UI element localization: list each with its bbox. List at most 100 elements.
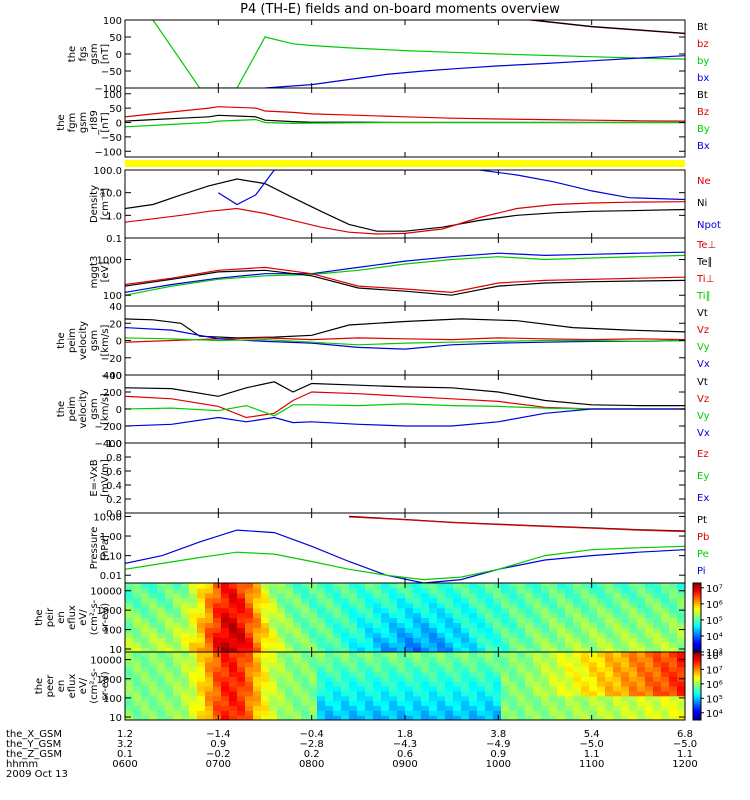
heatmap-cell — [573, 676, 582, 682]
heatmap-cell — [525, 666, 534, 673]
heatmap-cell — [613, 617, 622, 624]
heatmap-cell — [149, 710, 158, 716]
colorbar-cell — [693, 717, 701, 721]
heatmap-cell — [493, 700, 502, 707]
heatmap-cell — [181, 695, 190, 702]
x-row-value: 1.2 — [117, 729, 133, 740]
heatmap-cell — [309, 695, 318, 702]
heatmap-cell — [677, 617, 685, 624]
heatmap-cell — [213, 666, 222, 673]
heatmap-cell — [333, 710, 342, 716]
heatmap-cell — [621, 602, 630, 609]
heatmap-cell — [653, 592, 662, 599]
heatmap-cell — [149, 612, 158, 619]
heatmap-cell — [261, 607, 270, 614]
heatmap-cell — [205, 715, 214, 720]
heatmap-cell — [349, 652, 358, 658]
heatmap-cell — [165, 602, 174, 609]
heatmap-cell — [485, 592, 494, 599]
heatmap-cell — [453, 602, 462, 609]
heatmap-cell — [301, 622, 310, 628]
heatmap-cell — [493, 656, 502, 663]
heatmap-cell — [477, 587, 486, 594]
heatmap-cell — [501, 637, 510, 643]
heatmap-cell — [397, 695, 406, 702]
heatmap-cell — [365, 656, 374, 663]
heatmap-cell — [589, 652, 598, 658]
heatmap-cell — [261, 661, 270, 668]
heatmap-cell — [669, 617, 678, 624]
colorbar-cell — [693, 633, 701, 637]
heatmap-cell — [133, 710, 142, 716]
colorbar-tick-label: 10⁴ — [706, 709, 723, 720]
legend-label: bz — [697, 39, 709, 50]
heatmap-cell — [469, 607, 478, 614]
heatmap-cell — [133, 602, 142, 609]
x-row-value: 1.1 — [677, 749, 693, 760]
legend-label: Ey — [697, 471, 709, 482]
heatmap-cell — [333, 676, 342, 682]
heatmap-cell — [213, 695, 222, 702]
heatmap-cell — [597, 592, 606, 599]
heatmap-cell — [165, 587, 174, 594]
heatmap-cell — [149, 642, 158, 648]
heatmap-cell — [197, 583, 206, 589]
heatmap-cell — [293, 686, 302, 692]
heatmap-cell — [197, 671, 206, 677]
heatmap-cell — [405, 695, 414, 702]
heatmap-cell — [653, 637, 662, 643]
heatmap-cell — [285, 627, 294, 633]
heatmap-cell — [605, 647, 614, 652]
heatmap-cell — [229, 632, 238, 638]
heatmap-cell — [253, 627, 262, 633]
heatmap-cell — [533, 592, 542, 599]
heatmap-cell — [573, 612, 582, 619]
heatmap-cell — [365, 710, 374, 716]
heatmap-cell — [309, 637, 318, 643]
heatmap-cell — [261, 656, 270, 663]
heatmap-cell — [477, 607, 486, 614]
heatmap-cell — [157, 617, 166, 624]
series-group-temp — [125, 251, 685, 296]
heatmap-cell — [541, 676, 550, 682]
heatmap-cell — [269, 592, 278, 599]
heatmap-cell — [429, 627, 438, 633]
heatmap-cell — [597, 705, 606, 711]
heatmap-cell — [405, 622, 414, 628]
heatmap-cell — [525, 607, 534, 614]
heatmap-cell — [293, 656, 302, 663]
heatmap-cell — [669, 622, 678, 628]
heatmap-cell — [645, 597, 654, 604]
x-row-value: 1100 — [579, 759, 604, 770]
heatmap-cell — [461, 656, 470, 663]
heatmap-cell — [149, 627, 158, 633]
heatmap-cell — [421, 700, 430, 707]
heatmap-cell — [629, 656, 638, 663]
heatmap-cell — [541, 710, 550, 716]
heatmap-cell — [621, 710, 630, 716]
heatmap-cell — [285, 587, 294, 594]
heatmap-cell — [637, 681, 646, 687]
heatmap-cell — [317, 666, 326, 673]
heatmap-cell — [429, 622, 438, 628]
heatmap-cell — [421, 652, 430, 658]
heatmap-cell — [453, 632, 462, 638]
heatmap-cell — [237, 661, 246, 668]
heatmap-cell — [461, 671, 470, 677]
heatmap-cell — [381, 705, 390, 711]
heatmap-cell — [301, 676, 310, 682]
heatmap-cell — [573, 617, 582, 624]
heatmap-cell — [309, 681, 318, 687]
heatmap-cell — [373, 622, 382, 628]
heatmap-cell — [237, 681, 246, 687]
heatmap-cell — [661, 637, 670, 643]
heatmap-cell — [165, 622, 174, 628]
heatmap-cell — [197, 607, 206, 614]
heatmap-cell — [269, 647, 278, 652]
heatmap-cell — [661, 597, 670, 604]
heatmap-cell — [245, 607, 254, 614]
heatmap-cell — [325, 715, 334, 720]
heatmap-cell — [517, 661, 526, 668]
heatmap-cell — [661, 676, 670, 682]
